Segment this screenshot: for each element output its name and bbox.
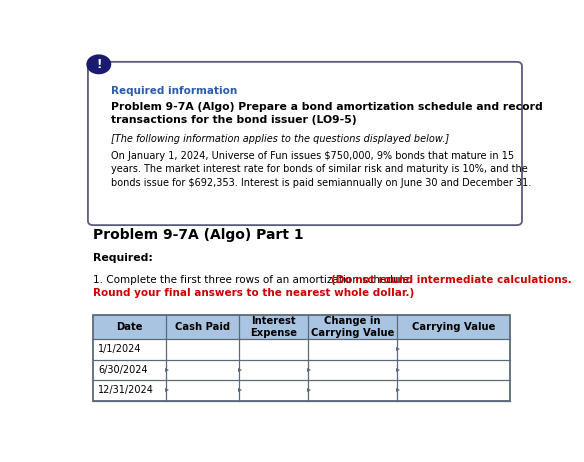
- Circle shape: [87, 55, 110, 73]
- Bar: [93, 315, 510, 339]
- Text: [The following information applies to the questions displayed below.]: [The following information applies to th…: [112, 134, 450, 144]
- Text: Problem 9-7A (Algo) Prepare a bond amortization schedule and record: Problem 9-7A (Algo) Prepare a bond amort…: [112, 102, 543, 112]
- Text: years. The market interest rate for bonds of similar risk and maturity is 10%, a: years. The market interest rate for bond…: [112, 164, 528, 174]
- Text: Change in
Carrying Value: Change in Carrying Value: [311, 316, 394, 338]
- Text: 6/30/2024: 6/30/2024: [98, 365, 148, 375]
- Text: Problem 9-7A (Algo) Part 1: Problem 9-7A (Algo) Part 1: [93, 228, 304, 242]
- Text: 12/31/2024: 12/31/2024: [98, 385, 154, 395]
- Text: Required:: Required:: [93, 253, 153, 263]
- FancyBboxPatch shape: [88, 62, 522, 225]
- Text: On January 1, 2024, Universe of Fun issues $750,000, 9% bonds that mature in 15: On January 1, 2024, Universe of Fun issu…: [112, 151, 515, 161]
- Bar: [93, 380, 510, 401]
- Text: Cash Paid: Cash Paid: [175, 322, 230, 332]
- Bar: [93, 339, 510, 359]
- Text: (Do not round intermediate calculations.: (Do not round intermediate calculations.: [331, 275, 572, 285]
- Text: Required information: Required information: [112, 85, 238, 96]
- Bar: [93, 359, 510, 380]
- Text: Date: Date: [117, 322, 143, 332]
- Text: Carrying Value: Carrying Value: [412, 322, 495, 332]
- Text: Round your final answers to the nearest whole dollar.): Round your final answers to the nearest …: [93, 288, 415, 298]
- Text: 1/1/2024: 1/1/2024: [98, 344, 141, 354]
- Text: transactions for the bond issuer (LO9-5): transactions for the bond issuer (LO9-5): [112, 115, 357, 125]
- Text: !: !: [96, 58, 102, 71]
- Text: Interest
Expense: Interest Expense: [250, 316, 297, 338]
- Text: 1. Complete the first three rows of an amortization schedule.: 1. Complete the first three rows of an a…: [93, 275, 416, 285]
- Text: bonds issue for $692,353. Interest is paid semiannually on June 30 and December : bonds issue for $692,353. Interest is pa…: [112, 178, 531, 188]
